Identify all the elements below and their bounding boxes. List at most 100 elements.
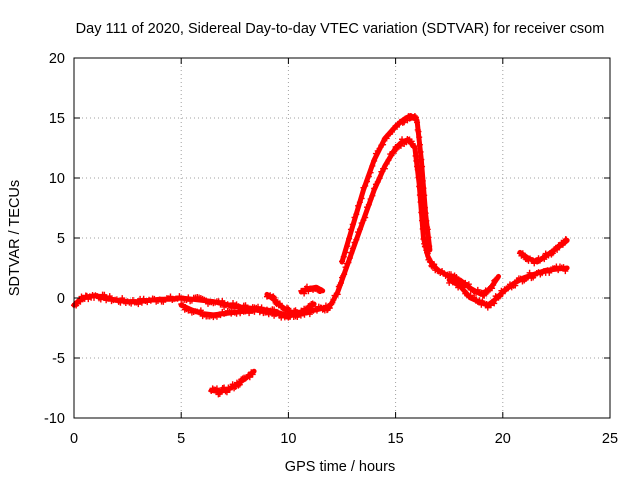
data-point bbox=[138, 299, 145, 306]
data-point bbox=[394, 123, 401, 130]
data-point bbox=[369, 162, 376, 169]
y-tick-label: -5 bbox=[52, 351, 65, 367]
data-point bbox=[349, 245, 356, 252]
data-point bbox=[453, 279, 460, 286]
data-point bbox=[419, 163, 426, 170]
data-point bbox=[489, 285, 496, 292]
data-point bbox=[554, 246, 561, 253]
data-point bbox=[420, 185, 427, 192]
data-point bbox=[426, 243, 433, 250]
data-point bbox=[484, 288, 491, 295]
x-tick-label: 10 bbox=[280, 431, 296, 447]
data-point bbox=[455, 284, 462, 291]
data-point bbox=[351, 214, 358, 221]
data-point bbox=[285, 305, 292, 312]
data-point bbox=[541, 256, 548, 263]
data-point bbox=[408, 138, 415, 145]
data-point bbox=[358, 195, 365, 202]
data-point bbox=[119, 295, 126, 302]
y-tick-label: 15 bbox=[49, 111, 65, 127]
data-point bbox=[423, 217, 430, 224]
data-point bbox=[283, 313, 290, 320]
data-point bbox=[185, 294, 192, 301]
data-point bbox=[376, 145, 383, 152]
data-point bbox=[413, 157, 420, 164]
data-point bbox=[422, 210, 429, 217]
data-point bbox=[101, 291, 108, 298]
data-point bbox=[365, 173, 372, 180]
x-tick-label: 25 bbox=[602, 431, 618, 447]
data-point bbox=[97, 296, 104, 303]
data-point bbox=[367, 196, 374, 203]
data-point bbox=[371, 185, 378, 192]
data-point bbox=[494, 274, 501, 281]
data-point bbox=[345, 259, 352, 266]
data-point bbox=[512, 282, 519, 289]
data-point bbox=[471, 294, 478, 301]
data-point bbox=[364, 178, 371, 185]
data-point bbox=[349, 221, 356, 228]
data-point bbox=[560, 264, 567, 271]
data-point bbox=[419, 177, 426, 184]
data-point bbox=[381, 165, 388, 172]
data-point bbox=[117, 299, 124, 306]
data-point bbox=[412, 114, 419, 121]
data-point bbox=[421, 204, 428, 211]
data-point bbox=[421, 192, 428, 199]
data-point bbox=[378, 168, 385, 175]
data-point bbox=[228, 305, 235, 312]
chart-title: Day 111 of 2020, Sidereal Day-to-day VTE… bbox=[76, 21, 605, 37]
data-point bbox=[383, 160, 390, 167]
data-point bbox=[106, 293, 113, 300]
x-axis-label: GPS time / hours bbox=[285, 459, 395, 475]
data-point bbox=[505, 285, 512, 292]
data-point bbox=[342, 264, 349, 271]
y-tick-label: 20 bbox=[49, 51, 65, 67]
data-point bbox=[419, 225, 426, 232]
data-point bbox=[244, 305, 251, 312]
data-point bbox=[411, 143, 418, 150]
data-point bbox=[318, 287, 325, 294]
data-point bbox=[276, 300, 283, 307]
series-upper-arc bbox=[339, 113, 433, 265]
data-point bbox=[425, 234, 432, 241]
data-point bbox=[330, 296, 337, 303]
data-point bbox=[410, 144, 417, 151]
data-point bbox=[499, 290, 506, 297]
data-point bbox=[555, 267, 562, 274]
data-point bbox=[447, 276, 454, 283]
data-point bbox=[179, 301, 186, 308]
data-point bbox=[362, 214, 369, 221]
data-point bbox=[258, 306, 265, 313]
data-point bbox=[251, 308, 258, 315]
data-point bbox=[203, 297, 210, 304]
data-point bbox=[167, 293, 174, 300]
x-tick-label: 15 bbox=[388, 431, 404, 447]
grid bbox=[74, 58, 610, 418]
data-point bbox=[340, 253, 347, 260]
data-point bbox=[197, 307, 204, 314]
x-tick-label: 0 bbox=[70, 431, 78, 447]
data-point bbox=[77, 298, 84, 305]
data-point bbox=[376, 175, 383, 182]
data-point bbox=[303, 307, 310, 314]
data-point bbox=[341, 271, 348, 278]
data-point bbox=[393, 145, 400, 152]
data-point bbox=[396, 142, 403, 149]
y-tick-label: 0 bbox=[57, 291, 65, 307]
data-point bbox=[217, 301, 224, 308]
series-late-rise bbox=[446, 263, 570, 311]
data-point bbox=[465, 281, 472, 288]
series-bump bbox=[298, 283, 326, 297]
data-point bbox=[219, 297, 226, 304]
y-tick-label: 10 bbox=[49, 171, 65, 187]
data-point bbox=[563, 236, 570, 243]
data-point bbox=[355, 202, 362, 209]
data-point bbox=[476, 297, 483, 304]
data-point bbox=[490, 282, 497, 289]
data-point bbox=[337, 280, 344, 287]
data-point bbox=[263, 306, 270, 313]
data-point bbox=[346, 255, 353, 262]
series-layer bbox=[71, 113, 570, 398]
